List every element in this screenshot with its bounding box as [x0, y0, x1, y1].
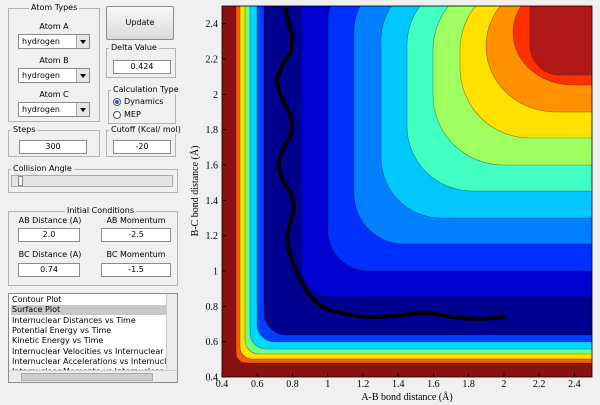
atom-label: Atom A: [39, 22, 69, 31]
y-tick-label: 0.4: [206, 373, 219, 384]
initial-conditions-panel: Initial Conditions AB Distance (A) 2.0 A…: [8, 206, 178, 286]
dropdown-value: hydrogen: [22, 37, 60, 46]
list-item[interactable]: Kinetic Energy vs Time: [12, 336, 104, 346]
delta-value-input[interactable]: 0.424: [113, 60, 171, 74]
y-tick-label: 2.2: [206, 55, 219, 66]
y-tick-label: 1.6: [206, 161, 219, 172]
x-tick-label: 1.2: [357, 379, 370, 390]
atom-types-panel: Atom Types Atom A hydrogen Atom B hydrog…: [8, 3, 100, 122]
panel-title: Calculation Type: [111, 85, 181, 94]
steps-input[interactable]: 300: [19, 140, 87, 154]
cutoff-panel: Cutoff (Kcal/ mol) -20: [106, 125, 183, 157]
cutoff-input[interactable]: -20: [113, 140, 171, 154]
panel-title: Collision Angle: [11, 164, 74, 173]
dropdown-value: hydrogen: [22, 71, 60, 80]
x-tick-label: 0.6: [251, 379, 264, 390]
x-tick-label: 0.4: [216, 379, 229, 390]
plot-list[interactable]: Internuclear Momenta vs Internuclear Dis…: [8, 293, 178, 383]
plot-frame: [221, 5, 593, 378]
y-tick-label: 2: [213, 90, 218, 101]
atom-dropdown[interactable]: hydrogen: [18, 34, 90, 49]
field-input[interactable]: 0.74: [18, 263, 80, 277]
list-item[interactable]: Contour Plot: [12, 295, 62, 304]
panel-title: Cutoff (Kcal/ mol): [109, 125, 183, 134]
delta-value-panel: Delta Value 0.424: [106, 43, 176, 78]
steps-panel: Steps 300: [8, 125, 100, 157]
list-item[interactable]: Potential Energy vs Time: [12, 325, 112, 335]
calculation-type-panel: Calculation Type Dynamics MEP: [108, 85, 181, 124]
field-label: AB Momentum: [106, 216, 166, 225]
vertical-scrollbar[interactable]: [166, 294, 177, 370]
panel-title: Atom Types: [29, 3, 80, 12]
list-item[interactable]: Internuclear Distances vs Time: [12, 315, 136, 325]
field-label: AB Distance (A): [18, 216, 82, 225]
field-label: BC Momentum: [106, 250, 166, 259]
slider-thumb[interactable]: [18, 176, 23, 186]
atom-dropdown[interactable]: hydrogen: [18, 68, 90, 83]
list-item[interactable]: Surface Plot: [11, 305, 170, 316]
y-tick-label: 1.4: [206, 196, 219, 207]
x-tick-label: 1.4: [392, 379, 405, 390]
radio-label: MEP: [124, 110, 141, 119]
trajectory-line: [274, 7, 506, 321]
y-tick-label: 1: [213, 267, 218, 278]
y-tick-label: 2.4: [206, 19, 219, 30]
x-tick-label: 1.8: [462, 379, 475, 390]
surface: [222, 6, 592, 377]
y-axis-label: B-C bond distance (Å): [189, 146, 201, 237]
radio-button[interactable]: [113, 111, 121, 119]
collision-angle-slider[interactable]: [11, 175, 173, 187]
x-axis-label: A-B bond distance (Å): [361, 391, 452, 403]
radio-label: Dynamics: [124, 97, 164, 106]
field-input[interactable]: -2.5: [101, 228, 171, 242]
field-input[interactable]: 2.0: [18, 228, 80, 242]
y-tick-label: 0.8: [206, 302, 219, 313]
panel-title: Initial Conditions: [65, 206, 137, 215]
update-button[interactable]: Update: [106, 6, 174, 40]
panel-title: Steps: [11, 125, 38, 134]
field-label: BC Distance (A): [18, 250, 82, 259]
x-tick-label: 1.6: [427, 379, 440, 390]
atom-label: Atom B: [39, 56, 69, 65]
x-tick-label: 0.8: [286, 379, 299, 390]
radio-button[interactable]: [113, 98, 121, 106]
horizontal-scrollbar[interactable]: [9, 370, 177, 382]
atom-dropdown[interactable]: hydrogen: [18, 102, 90, 117]
scrollbar-thumb[interactable]: [21, 373, 153, 381]
list-item[interactable]: Internuclear Accelerations vs Internucle…: [12, 356, 170, 366]
list-item[interactable]: Internuclear Velocities vs Internuclear …: [12, 346, 170, 356]
x-tick-label: 1: [325, 379, 330, 390]
y-tick-label: 1.8: [206, 125, 219, 136]
dropdown-value: hydrogen: [22, 105, 60, 114]
panel-title: Delta Value: [109, 43, 159, 52]
x-tick-label: 2.2: [533, 379, 546, 390]
field-input[interactable]: -1.5: [101, 263, 171, 277]
collision-angle-panel: Collision Angle: [8, 164, 178, 193]
x-tick-label: 2: [501, 379, 506, 390]
y-tick-label: 1.2: [206, 231, 219, 242]
x-tick-label: 2.4: [568, 379, 581, 390]
y-tick-label: 0.6: [206, 337, 219, 348]
atom-label: Atom C: [39, 90, 69, 99]
